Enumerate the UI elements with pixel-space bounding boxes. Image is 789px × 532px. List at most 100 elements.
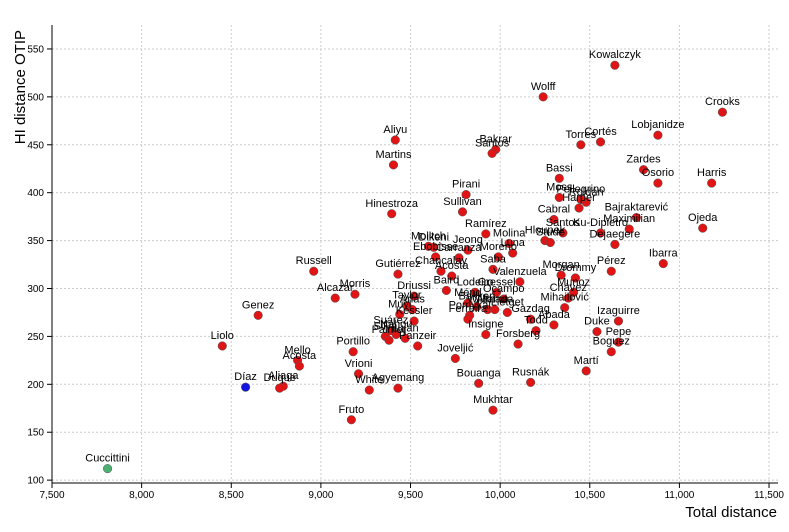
data-point-label: Moss (546, 181, 573, 193)
data-point-label: Luna (500, 237, 525, 249)
data-point-label: Liolo (211, 330, 234, 342)
data-point (346, 415, 356, 425)
data-point-label: Saba (480, 253, 507, 265)
data-point-label: Cabral (538, 204, 570, 216)
data-point-label: Duke (584, 316, 610, 328)
data-point-label: Pellegrino (556, 183, 605, 195)
y-tick-label: 300 (27, 284, 44, 295)
data-point-label: Mukhtar (473, 394, 513, 406)
data-point-label: Roldán (569, 186, 604, 198)
data-point-label: Ferreira (449, 303, 488, 315)
data-point (563, 293, 573, 303)
data-point (481, 229, 491, 239)
data-point-label: Munoz (557, 276, 590, 288)
data-point-label: Silva (374, 320, 399, 332)
data-point (409, 291, 419, 301)
data-point-label: Cuccittini (85, 453, 130, 465)
data-point-label: Bajraktarević (605, 202, 669, 214)
data-point (481, 329, 491, 340)
y-tick-label: 400 (27, 188, 44, 199)
data-point-label: Osorio (642, 167, 674, 179)
data-point-label: Suárez (373, 315, 408, 327)
data-point (429, 242, 439, 252)
data-point (504, 238, 514, 249)
data-point-label: Wolff (531, 81, 557, 93)
data-point-label: Insigne (468, 318, 503, 330)
data-point-label: Morris (340, 278, 371, 290)
data-point-label: Genez (242, 299, 274, 311)
data-point-label: Drommy (555, 262, 597, 274)
data-point-label: Ibarra (649, 248, 679, 260)
data-point (492, 287, 502, 297)
data-point-label: Bouanga (457, 367, 502, 379)
data-point (364, 385, 374, 395)
data-point (554, 173, 564, 183)
data-point-label: Valenzuela (493, 266, 547, 278)
data-point-label: Almada (476, 294, 514, 306)
data-point (639, 165, 649, 175)
data-point (413, 341, 423, 351)
data-point-label: Muyl (388, 298, 411, 310)
x-axis-title: Total distance (685, 504, 777, 521)
data-point (488, 405, 498, 415)
data-point-label: Bakkeri (459, 291, 496, 303)
data-point (390, 135, 400, 145)
data-point-label: Pirani (452, 179, 480, 191)
data-point (309, 266, 319, 276)
data-point-label: Jeong (453, 234, 483, 246)
data-point-label: Chancalay (415, 255, 467, 267)
y-tick-label: 150 (27, 428, 44, 439)
data-point (554, 192, 564, 203)
data-point-label: Morgan (542, 259, 579, 271)
data-point (103, 464, 113, 474)
data-point-label: Sullivan (443, 196, 482, 208)
data-point-label: Moiitch (411, 230, 446, 242)
data-point-label: Ojeda (688, 212, 718, 224)
data-point-label: Taylor (392, 290, 422, 302)
data-point-label: Bassi (546, 162, 573, 174)
data-point (487, 148, 497, 158)
data-point (470, 287, 480, 297)
y-axis-title: HI distance OTIP (12, 30, 29, 144)
data-point-label: Zardes (626, 154, 661, 166)
data-point (217, 341, 227, 351)
x-tick-label: 9,500 (398, 490, 423, 501)
data-point (653, 178, 663, 188)
data-point-label: Stude (536, 227, 565, 239)
data-point (330, 293, 340, 303)
y-tick-label: 550 (27, 44, 44, 55)
y-tick-label: 200 (27, 380, 44, 391)
data-point (595, 137, 606, 147)
data-point (558, 228, 568, 238)
data-point (391, 329, 401, 340)
gridlines (51, 25, 778, 483)
data-point (457, 207, 468, 217)
data-point-label: Nahou (380, 318, 412, 330)
data-point-label: Díaz (234, 371, 257, 383)
data-point-label: Ramírez (465, 218, 507, 230)
data-point (474, 378, 484, 388)
y-tick-label: 250 (27, 332, 44, 343)
data-point-label: Kowalczyk (589, 49, 641, 61)
data-point (463, 245, 473, 255)
data-point (595, 228, 606, 238)
data-point-label: Palmer (372, 324, 407, 336)
data-point (502, 307, 512, 317)
x-tick-label: 8,500 (219, 490, 244, 501)
data-point-label: Duque (263, 372, 295, 384)
data-point-label: Santos (546, 217, 581, 229)
data-point-label: Mihailović (541, 292, 590, 304)
data-point-label: Gressel (478, 276, 516, 288)
data-point-label: Maximilian (603, 213, 655, 225)
data-point-label: Luján (392, 322, 419, 334)
data-point-label: Panzeir (399, 330, 437, 342)
data-point (549, 320, 559, 330)
data-point (717, 107, 727, 117)
data-point (570, 273, 580, 283)
data-point (463, 298, 473, 308)
data-point (576, 194, 586, 204)
data-point (574, 203, 584, 213)
data-point (658, 259, 668, 269)
data-point (348, 347, 358, 357)
data-point (613, 337, 624, 347)
